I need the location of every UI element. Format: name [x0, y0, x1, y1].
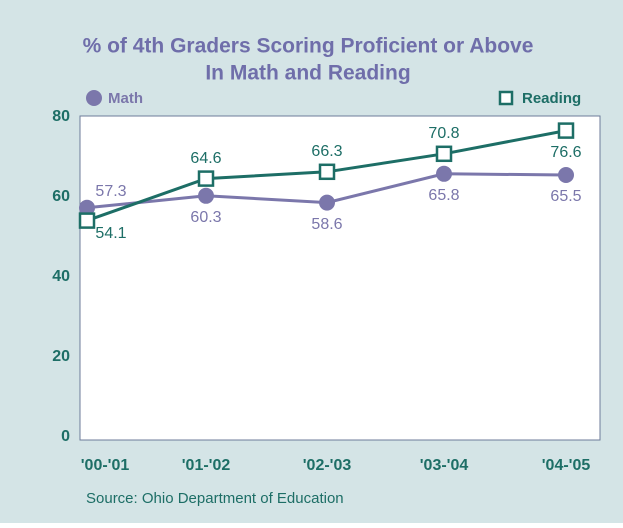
data-point: [557, 122, 575, 139]
data-point: [78, 212, 96, 229]
x-tick-label: '04-'05: [542, 457, 591, 474]
y-tick-label: 0: [61, 428, 70, 445]
data-label: 70.8: [428, 125, 459, 142]
legend-marker: [86, 90, 102, 106]
data-label: 54.1: [95, 225, 126, 242]
chart-title: % of 4th Graders Scoring Proficient or A…: [83, 35, 534, 58]
legend-marker: [498, 90, 514, 106]
data-point: [435, 145, 453, 163]
chart-title: In Math and Reading: [205, 62, 410, 85]
data-point: [318, 163, 336, 181]
x-tick-label: '00-'01: [81, 457, 130, 474]
data-point: [79, 199, 95, 216]
source: Source: Ohio Department of Education: [86, 490, 344, 507]
data-point: [198, 187, 214, 204]
data-label: 58.6: [311, 216, 342, 233]
legend-label: Math: [108, 90, 143, 107]
data-label: 57.3: [95, 183, 126, 200]
y-tick-label: 60: [52, 188, 70, 205]
y-tick-label: 40: [52, 268, 70, 285]
data-point: [319, 194, 335, 211]
x-tick-label: '01-'02: [182, 457, 231, 474]
data-point: [436, 165, 452, 182]
x-tick-label: '03-'04: [420, 457, 469, 474]
y-tick-label: 20: [52, 348, 70, 365]
data-point: [197, 170, 215, 187]
plot-area: [79, 115, 601, 441]
data-label: 66.3: [311, 143, 342, 160]
y-tick-label: 80: [52, 108, 70, 125]
legend-label: Reading: [522, 90, 581, 107]
data-label: 76.6: [550, 144, 581, 161]
data-label: 60.3: [190, 209, 221, 226]
data-point: [558, 167, 574, 183]
x-tick-label: '02-'03: [303, 457, 352, 474]
data-label: 64.6: [190, 150, 221, 167]
data-label: 65.5: [550, 188, 581, 205]
data-label: 65.8: [428, 187, 459, 204]
